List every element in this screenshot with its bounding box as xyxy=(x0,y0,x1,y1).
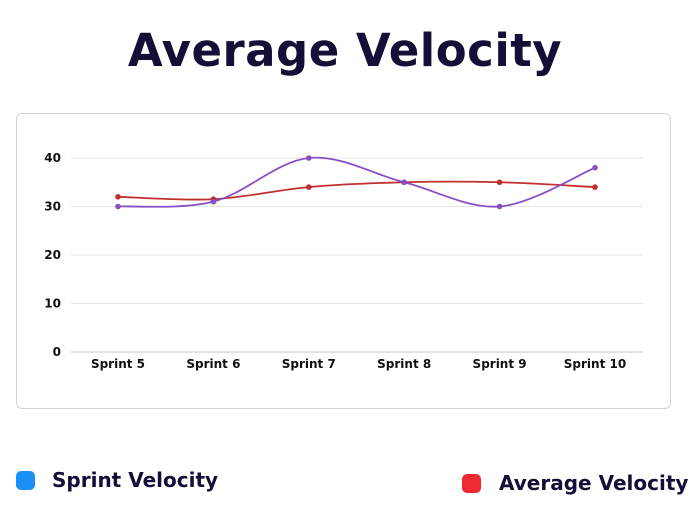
x-tick-label: Sprint 5 xyxy=(91,357,145,371)
data-point-average-velocity xyxy=(496,179,503,186)
legend-swatch-sprint-velocity xyxy=(16,470,35,490)
data-point-sprint-velocity xyxy=(210,198,217,205)
data-point-sprint-velocity xyxy=(592,164,598,171)
data-point-sprint-velocity xyxy=(401,179,408,186)
data-point-sprint-velocity xyxy=(496,203,503,210)
data-point-sprint-velocity xyxy=(115,203,121,210)
data-point-sprint-velocity xyxy=(306,155,312,161)
x-tick-label: Sprint 6 xyxy=(186,357,240,371)
legend-item-sprint-velocity: Sprint Velocity xyxy=(16,468,218,492)
x-tick-label: Sprint 10 xyxy=(564,357,626,371)
chart-title: Average Velocity xyxy=(127,24,563,77)
y-tick-label: 30 xyxy=(44,200,61,214)
x-tick-label: Sprint 8 xyxy=(377,357,431,371)
line-chart: 0 10 20 30 40 Sprint 5 Sprint 6 Sprint 7 Sprint … xyxy=(44,151,643,371)
y-tick-label: 0 xyxy=(53,345,61,359)
x-tick-label: Sprint 7 xyxy=(282,357,336,371)
series-line-average-velocity xyxy=(117,180,596,201)
data-point-average-velocity xyxy=(306,184,312,190)
legend-item-average-velocity: Average Velocity xyxy=(462,471,688,495)
series-line-sprint-velocity xyxy=(117,156,596,208)
x-tick-label: Sprint 9 xyxy=(473,357,527,371)
y-tick-label: 40 xyxy=(44,151,61,165)
chart-card: 0 10 20 30 40 Sprint 5 Sprint 6 Sprint 7 Sprint … xyxy=(16,113,671,409)
data-point-average-velocity xyxy=(592,184,598,190)
y-tick-label: 20 xyxy=(44,248,61,262)
y-tick-label: 10 xyxy=(44,297,61,311)
legend-swatch-average-velocity xyxy=(462,473,481,493)
legend-label-average-velocity: Average Velocity xyxy=(499,471,689,495)
legend-label-sprint-velocity: Sprint Velocity xyxy=(52,468,219,492)
data-point-average-velocity xyxy=(115,194,121,200)
